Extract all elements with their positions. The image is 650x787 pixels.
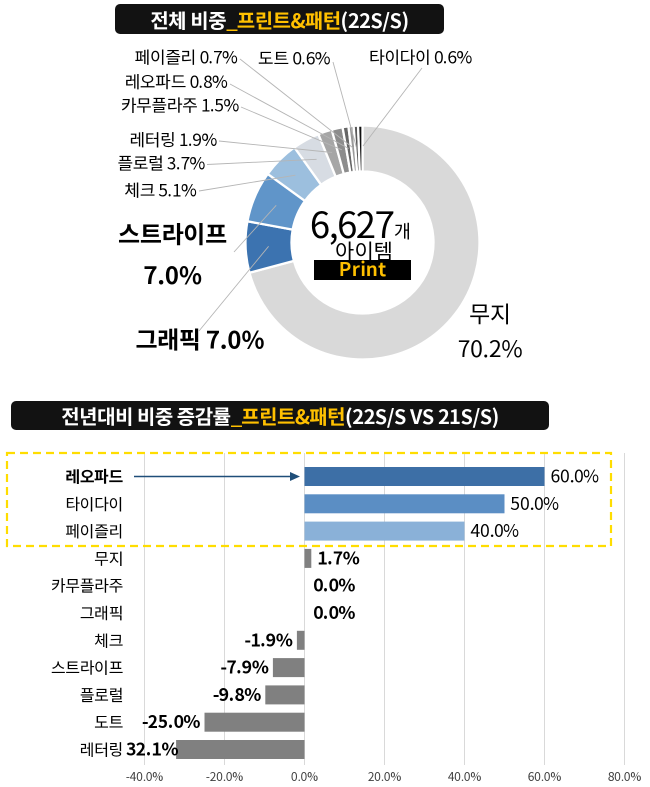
x-axis-tick-6: 80.0% <box>608 768 642 785</box>
x-axis-tick-4: 40.0% <box>448 768 482 785</box>
bar-1 <box>304 494 505 514</box>
donut-label-8-0: 페이즐리 0.7% <box>135 44 239 69</box>
bar-bars-group <box>176 467 545 759</box>
donut-leader-line-10 <box>362 67 423 147</box>
bar-value-label-5: 0.0% <box>313 600 355 625</box>
print-badge-background <box>314 260 411 280</box>
donut-leader-line-9 <box>332 61 357 148</box>
donut-center-unit: 개 <box>394 218 411 244</box>
bar-value-label-0: 60.0% <box>551 464 600 489</box>
bar-value-label-8: -9.8% <box>213 682 262 707</box>
donut-slice-0 <box>248 124 481 361</box>
x-axis-tick-3: 20.0% <box>368 768 402 785</box>
bar-category-label-8: 플로럴 <box>80 682 123 706</box>
x-axis-tick-5: 60.0% <box>528 768 562 785</box>
bar-category-label-1: 타이다이 <box>65 491 123 515</box>
bar-category-label-4: 카무플라주 <box>51 573 123 597</box>
bar-value-label-10: 32.1% <box>126 737 178 762</box>
donut-leader-line-5 <box>218 140 333 153</box>
bar-value-label-3: 1.7% <box>317 545 359 570</box>
bar-category-label-0: 레오파드 <box>65 464 123 488</box>
donut-slice-10 <box>356 124 364 173</box>
donut-label-9-0: 도트 0.6% <box>258 45 331 70</box>
bar-value-label-7: -7.9% <box>220 655 269 680</box>
donut-center-group: 6,627 개 아이템 Print <box>310 196 411 282</box>
donut-title-part-1: 전체 비중 <box>150 4 227 34</box>
donut-label-6-0: 카무플라주 1.5% <box>121 91 240 116</box>
bar-chart-title-bar: 전년대비 비중 증감률 _프린트&패턴 (22S/S VS 21S/S) <box>11 401 549 430</box>
donut-leader-line-6 <box>240 106 342 151</box>
bar-0 <box>304 467 545 486</box>
bar-6 <box>296 630 305 650</box>
donut-label-0-1: 70.2% <box>458 330 523 364</box>
x-axis-tick-2: 0.0% <box>291 768 318 785</box>
donut-leader-line-7 <box>229 83 349 149</box>
bar-value-label-4: 0.0% <box>313 573 355 598</box>
donut-title-part-2: _프린트&패턴 <box>226 4 341 34</box>
highlight-box <box>5 451 613 548</box>
x-axis-tick-0: -40.0% <box>126 768 163 785</box>
bar-value-label-9: -25.0% <box>142 709 201 734</box>
bar-8 <box>265 685 305 705</box>
donut-slices-group <box>244 124 481 361</box>
bar-category-label-9: 도트 <box>94 709 123 733</box>
arrow-head <box>290 472 300 481</box>
donut-leader-lines-group <box>198 58 423 332</box>
bar-title-part-2: _프린트&패턴 <box>230 401 346 430</box>
bar-category-label-10: 레터링 <box>80 737 123 761</box>
bar-7 <box>272 658 305 678</box>
donut-label-5-0: 레터링 1.9% <box>129 126 217 151</box>
donut-chart-title-bar: 전체 비중 _프린트&패턴 (22S/S) <box>115 4 444 34</box>
donut-label-10-0: 타이다이 0.6% <box>369 44 473 69</box>
donut-label-2-1: 7.0% <box>143 256 201 291</box>
bar-category-label-7: 스트라이프 <box>51 655 123 679</box>
donut-leader-line-4 <box>206 158 317 165</box>
donut-title-part-3: (22S/S) <box>340 4 409 34</box>
bar-value-label-2: 40.0% <box>471 518 520 543</box>
bar-category-label-5: 그래픽 <box>80 600 123 624</box>
bar-title-part-3: (22S/S VS 21S/S) <box>345 401 499 430</box>
donut-label-7-0: 레오파드 0.8% <box>125 68 229 93</box>
bar-value-label-1: 50.0% <box>511 491 560 516</box>
x-axis-tick-1: -20.0% <box>206 768 243 785</box>
bar-2 <box>304 521 465 541</box>
donut-leader-line-1 <box>198 246 269 332</box>
donut-leader-line-2 <box>233 204 277 253</box>
bar-category-label-3: 무지 <box>94 545 123 569</box>
donut-leader-line-3 <box>198 174 296 192</box>
print-badge-label: Print <box>339 255 387 282</box>
donut-label-3-0: 체크 5.1% <box>124 177 197 202</box>
donut-label-1-0: 그래픽 7.0% <box>136 321 265 356</box>
leopard-arrow <box>134 472 300 481</box>
bar-category-label-2: 페이즐리 <box>65 518 123 542</box>
bar-category-label-6: 체크 <box>94 627 123 651</box>
bar-value-labels-group: 60.0%50.0%40.0% 1.7% 0.0%0.0% -1.9% -7.9%-9.… <box>126 464 600 762</box>
bar-title-part-1: 전년대비 비중 증감률 <box>61 401 231 430</box>
donut-center-value: 6,627 <box>310 196 394 249</box>
bar-axis-labels-group: -40.0% -20.0% 0.0% 20.0% 40.0% 60.0% 80.0% <box>126 768 642 785</box>
bar-value-label-6: -1.9% <box>244 627 293 652</box>
bar-10 <box>176 740 305 759</box>
donut-label-0-0: 무지 <box>469 296 511 330</box>
donut-leader-line-8 <box>239 58 354 149</box>
bar-9 <box>204 712 305 732</box>
donut-label-4-0: 플로럴 3.7% <box>117 150 205 175</box>
bar-3 <box>304 548 312 568</box>
donut-label-2-0: 스트라이프 <box>118 215 227 250</box>
